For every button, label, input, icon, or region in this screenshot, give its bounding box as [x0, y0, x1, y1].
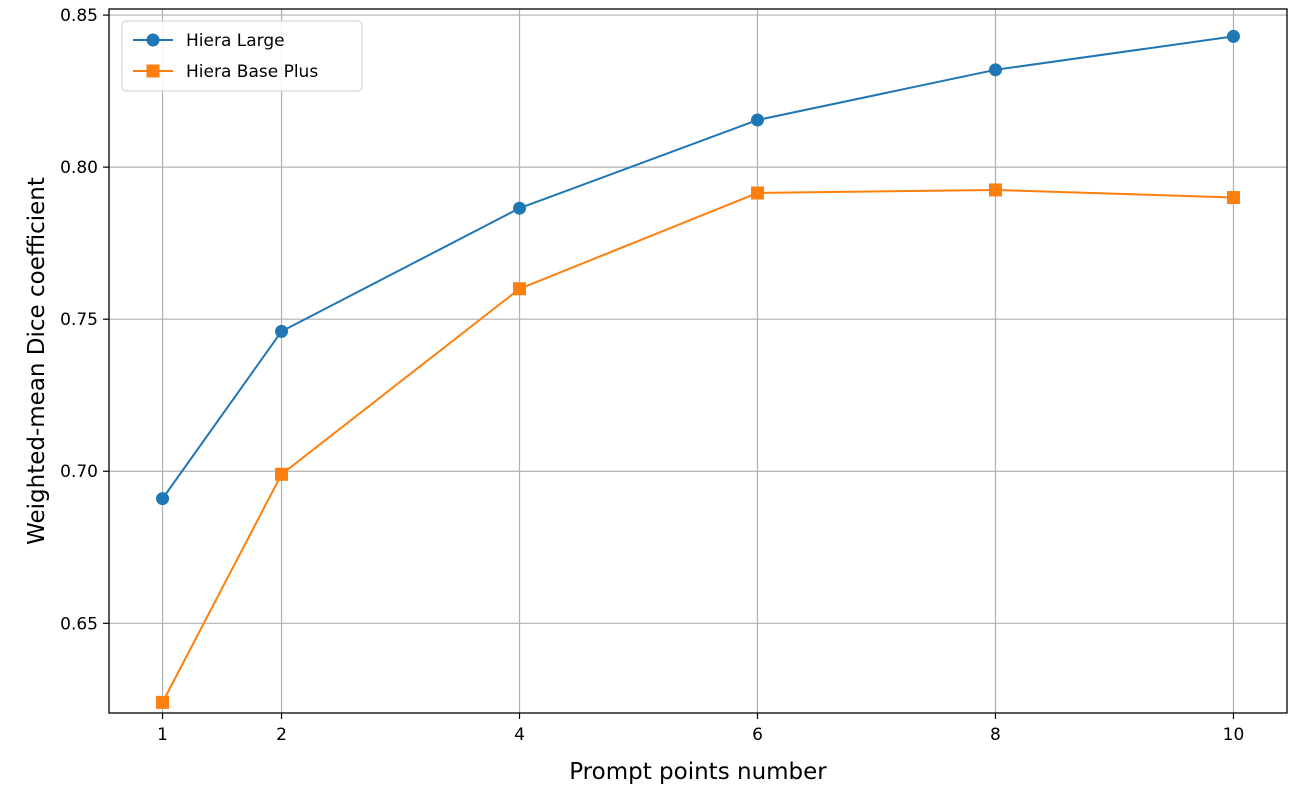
plot-frame [108, 8, 1288, 714]
series-line-hiera-large [161, 35, 1234, 500]
data-point-hiera-base-plus [275, 467, 289, 481]
data-point-hiera-large [513, 201, 527, 215]
series-line-hiera-base-plus [161, 188, 1234, 703]
legend-marker-hiera-base-plus [146, 64, 160, 78]
x-tick-label: 1 [157, 725, 168, 745]
data-point-hiera-large [988, 63, 1002, 77]
y-tick-label: 0.75 [60, 310, 98, 330]
data-point-hiera-base-plus [988, 183, 1002, 197]
y-axis-label: Weighted-mean Dice coefficient [24, 177, 50, 545]
series-hiera-large [156, 29, 1240, 506]
x-tick-label: 6 [752, 725, 763, 745]
x-tick-label: 2 [276, 725, 287, 745]
data-point-hiera-large [1226, 29, 1240, 43]
data-point-hiera-base-plus [1226, 191, 1240, 205]
legend-marker-hiera-large [146, 33, 160, 47]
y-tick-label: 0.80 [60, 158, 98, 178]
data-point-hiera-base-plus [156, 695, 170, 709]
legend-frame [121, 20, 363, 92]
data-point-hiera-large [750, 113, 764, 127]
x-tick-label: 4 [514, 725, 525, 745]
legend-label-hiera-large: Hiera Large [186, 31, 285, 51]
data-point-hiera-large [156, 492, 170, 506]
data-point-hiera-base-plus [750, 186, 764, 200]
y-tick-label: 0.65 [60, 614, 98, 634]
data-point-hiera-base-plus [513, 282, 527, 296]
y-tick-label: 0.85 [60, 6, 98, 26]
series-hiera-base-plus [156, 183, 1240, 709]
data-series [156, 29, 1240, 709]
y-tick-label: 0.70 [60, 462, 98, 482]
x-axis-label: Prompt points number [569, 759, 827, 785]
grid-lines [109, 9, 1287, 713]
legend: Hiera Large Hiera Base Plus [121, 20, 363, 92]
axis-ticks: 1 2 4 6 8 10 0.65 0.70 0.75 0.80 0.85 [60, 6, 1244, 745]
data-point-hiera-large [275, 324, 289, 338]
legend-label-hiera-base-plus: Hiera Base Plus [186, 62, 318, 82]
x-tick-label: 8 [990, 725, 1001, 745]
x-tick-label: 10 [1223, 725, 1245, 745]
